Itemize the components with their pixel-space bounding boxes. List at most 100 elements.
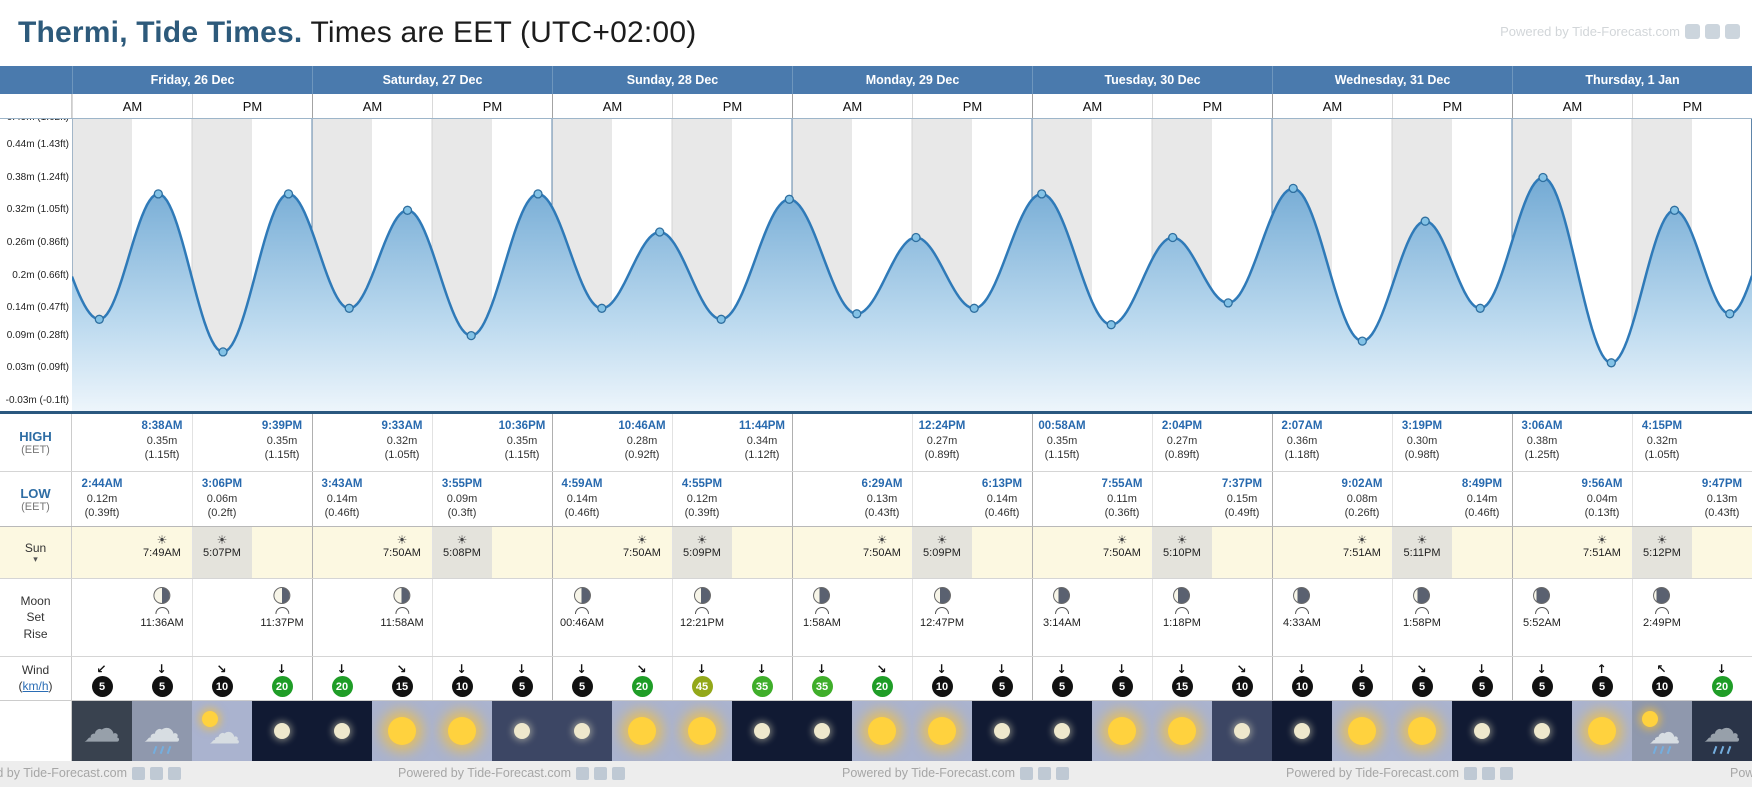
wind-unit-link[interactable]: km/h <box>22 678 49 693</box>
low-tide-time: 9:02AM <box>1341 478 1383 490</box>
ampm-am-0: AM <box>72 94 192 118</box>
social-icon-2[interactable] <box>1705 24 1720 39</box>
wind-direction-arrow: ↘ <box>876 662 887 676</box>
column-separator <box>1512 527 1513 578</box>
sun-icon <box>448 717 476 745</box>
footer-social-icon-2[interactable] <box>1038 766 1051 780</box>
low-row-label: LOW (EET) <box>0 472 72 526</box>
sunset-icon: ☀ <box>1176 533 1188 547</box>
page-title-timezone: Times are EET (UTC+02:00) <box>302 16 697 49</box>
day-header-cells: Friday, 26 Dec Saturday, 27 Dec Sunday, 28… <box>72 66 1752 94</box>
footer-social-icon-2[interactable] <box>594 766 607 780</box>
rain-drop <box>1712 745 1718 755</box>
footer-social-icon-1[interactable] <box>132 766 145 780</box>
low-tide-entry: 6:29AM 0.13m (0.43ft) <box>862 477 903 521</box>
social-icon-3[interactable] <box>1725 24 1740 39</box>
sun-icon <box>202 711 218 727</box>
wind-speed-badge: 20 ↓ <box>1711 662 1733 697</box>
sun-time: 5:09PM <box>683 547 721 560</box>
footer-social-icon-1[interactable] <box>1464 766 1477 780</box>
low-tide-entry: 4:59AM 0.14m (0.46ft) <box>562 477 603 521</box>
moon-rise-set-icon <box>395 607 409 614</box>
low-tide-time: 9:47PM <box>1701 478 1743 490</box>
footer-social-icon-3[interactable] <box>1500 766 1513 780</box>
high-tide-entry: 10:36PM 0.35m (1.15ft) <box>499 419 546 463</box>
tide-chart-row: 0.49m (1.62ft) 0.44m (1.43ft) 0.38m (1.24f… <box>0 119 1752 414</box>
column-separator <box>552 414 553 471</box>
wind-speed-badge: 20 ↓ <box>271 662 293 697</box>
weather-icon-sun <box>1092 701 1152 761</box>
footer-social-icon-2[interactable] <box>1482 766 1495 780</box>
rain-drop <box>152 745 158 755</box>
wind-direction-arrow: ↓ <box>156 662 167 676</box>
footer-social-icon-3[interactable] <box>168 766 181 780</box>
weather-icon-sun <box>1572 701 1632 761</box>
wind-speed-badge: 10 ↓ <box>451 662 473 697</box>
wind-speed-badge: 10 ↓ <box>931 662 953 697</box>
wind-cell: 10 ↓ <box>432 657 492 700</box>
moon-icon <box>1474 723 1490 739</box>
y-axis-label: 0.09m (0.28ft) <box>6 329 69 341</box>
wind-cell: 5 ↓ <box>972 657 1032 700</box>
moon-icon <box>1534 723 1550 739</box>
moon-phase-icon <box>1533 587 1551 604</box>
moon-entry: 11:36AM <box>140 587 184 629</box>
day-header-row: Friday, 26 Dec Saturday, 27 Dec Sunday, 28… <box>0 66 1752 94</box>
wind-speed-badge: 5 ↓ <box>1471 662 1493 697</box>
high-tide-time: 12:24PM <box>918 420 966 432</box>
footer-social-icon-3[interactable] <box>612 766 625 780</box>
wind-cell: 20 ↓ <box>252 657 312 700</box>
sun-time: 7:50AM <box>623 547 661 560</box>
wind-speed-badge: 5 ↓ <box>1051 662 1073 697</box>
sunset-icon: ☀ <box>216 533 228 547</box>
low-tide-entry: 7:37PM 0.15m (0.49ft) <box>1222 477 1262 521</box>
wind-direction-arrow: ↓ <box>756 662 767 676</box>
moon-icon <box>274 723 290 739</box>
column-separator <box>1512 414 1513 471</box>
wind-cell: 10 ↓ <box>912 657 972 700</box>
moon-time: 1:58AM <box>803 617 841 629</box>
footer-social-icon-1[interactable] <box>576 766 589 780</box>
footer-social-icon-2[interactable] <box>150 766 163 780</box>
column-separator <box>1272 472 1273 526</box>
high-tide-entry: 2:07AM 0.36m (1.18ft) <box>1282 419 1323 463</box>
ampm-am-2: AM <box>552 94 672 118</box>
moon-entry: 1:58AM <box>803 587 841 629</box>
column-separator <box>1392 579 1393 656</box>
sunset-icon: ☀ <box>1416 533 1428 547</box>
low-tide-height-ft: (0.46ft) <box>324 507 360 520</box>
low-tide-height-m: 0.12m <box>686 492 718 505</box>
column-separator <box>1632 579 1633 656</box>
table-corner <box>0 66 72 94</box>
column-separator <box>432 657 433 700</box>
wind-direction-arrow: ↓ <box>516 662 527 676</box>
column-separator <box>792 579 793 656</box>
footer-powered-by-text: Powered by Tide-Forecast.com <box>1286 766 1459 780</box>
column-separator <box>1272 527 1273 578</box>
rain-cloud-icon: ☁ <box>143 706 181 751</box>
low-tide-time: 3:55PM <box>441 478 483 490</box>
sun-caret-icon: ▾ <box>33 554 38 564</box>
weather-icon-sun <box>852 701 912 761</box>
column-separator <box>672 472 673 526</box>
footer-powered-by-text: Powered by Tide-Forecast.com <box>0 766 127 780</box>
moon-rise-set-icon <box>1174 607 1189 614</box>
weather-icons: ☁ ☁ ☁ ☁ ☁ <box>72 701 1752 761</box>
moon-time: 2:49PM <box>1643 617 1681 629</box>
footer-social-icon-3[interactable] <box>1056 766 1069 780</box>
footer-social-icon-1[interactable] <box>1020 766 1033 780</box>
footer-powered-by: Powered by Tide-Forecast.com <box>1730 766 1752 780</box>
social-icon-1[interactable] <box>1685 24 1700 39</box>
day-header-4: Tuesday, 30 Dec <box>1032 66 1272 94</box>
moon-icon <box>814 723 830 739</box>
rain-drop <box>1659 745 1665 755</box>
wind-speed-badge: 5 ↓ <box>151 662 173 697</box>
low-tide-entry: 9:02AM 0.08m (0.26ft) <box>1342 477 1383 521</box>
high-label-timezone: (EET) <box>21 444 50 456</box>
low-tide-height-ft: (0.3ft) <box>447 507 477 520</box>
low-tide-time: 2:44AM <box>81 478 123 490</box>
moon-entry: 11:37PM <box>260 587 304 629</box>
weather-icon-rain: ☁ <box>132 701 192 761</box>
high-tide-time: 2:04PM <box>1161 420 1203 432</box>
high-tide-time: 10:46AM <box>618 420 666 432</box>
